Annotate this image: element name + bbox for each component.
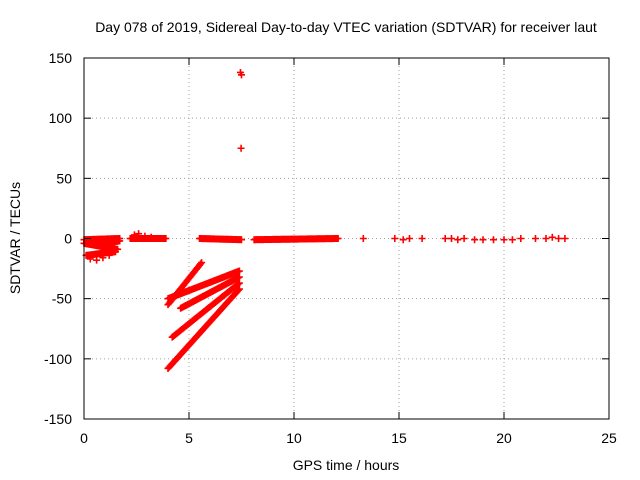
data-point [105, 251, 113, 259]
y-tick-label: 0 [64, 231, 72, 247]
data-point [391, 235, 399, 242]
data-point [517, 235, 525, 242]
data-point [418, 235, 426, 242]
data-point [334, 235, 342, 242]
data-point [130, 231, 138, 239]
x-tick-label: 10 [286, 430, 302, 446]
data-point [359, 235, 367, 242]
data-point [508, 236, 516, 244]
x-tick-label: 25 [601, 430, 617, 446]
data-point [238, 236, 245, 244]
y-tick-label: -100 [44, 351, 72, 367]
x-tick-label: 15 [391, 430, 407, 446]
x-axis-label: GPS time / hours [293, 457, 400, 473]
data-point [197, 260, 205, 268]
data-point [116, 237, 124, 245]
data-point [490, 236, 497, 244]
data-point [555, 235, 563, 242]
data-point [112, 248, 119, 256]
y-tick-label: 150 [49, 50, 73, 66]
data-layer [80, 68, 569, 372]
data-point [561, 235, 569, 242]
x-tick-label: 20 [496, 430, 512, 446]
data-point [441, 235, 449, 242]
data-point [162, 235, 170, 242]
y-axis-label: SDTVAR / TECUs [7, 182, 23, 294]
data-point [399, 236, 407, 244]
data-point [238, 71, 245, 79]
data-point [147, 233, 155, 241]
data-point [235, 273, 243, 281]
chart-title: Day 078 of 2019, Sidereal Day-to-day VTE… [95, 19, 597, 35]
data-point [448, 235, 455, 242]
y-tick-label: 100 [49, 110, 73, 126]
data-point [532, 235, 539, 242]
y-tick-label: 50 [56, 170, 72, 186]
y-ticks: -150 -100 -50 0 50 100 150 [44, 50, 609, 427]
x-tick-label: 5 [185, 430, 193, 446]
data-point [460, 235, 468, 242]
data-point [234, 280, 242, 288]
y-tick-label: -150 [44, 411, 72, 427]
x-tick-label: 0 [80, 430, 88, 446]
data-point [548, 233, 556, 241]
data-point [454, 236, 462, 244]
x-ticks: 0 5 10 15 20 25 [80, 58, 617, 446]
data-point [198, 259, 206, 267]
data-point [135, 230, 143, 238]
data-point [237, 144, 245, 152]
data-point [542, 235, 550, 242]
data-point [141, 232, 149, 240]
data-point [479, 236, 487, 244]
data-point [235, 279, 243, 287]
data-point [235, 285, 243, 293]
y-tick-label: -50 [52, 291, 72, 307]
data-point [86, 255, 94, 263]
data-point [99, 254, 107, 262]
data-point [471, 236, 479, 244]
data-point [500, 236, 508, 244]
data-point [235, 267, 243, 275]
data-point [93, 256, 101, 264]
data-point [234, 286, 242, 294]
data-point [406, 235, 413, 242]
